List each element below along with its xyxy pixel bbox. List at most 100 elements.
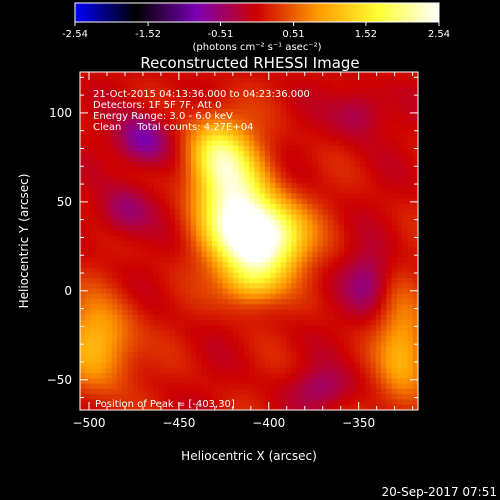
heatmap-cell <box>169 304 176 311</box>
heatmap-cell <box>301 140 308 147</box>
heatmap-cell <box>127 219 134 226</box>
heatmap-cell <box>212 288 218 295</box>
heatmap-cell <box>307 145 313 152</box>
heatmap-cell <box>185 288 192 295</box>
heatmap-cell <box>164 98 171 105</box>
heatmap-cell <box>412 388 418 395</box>
heatmap-cell <box>116 256 123 263</box>
heatmap-cell <box>196 288 203 295</box>
heatmap-cell <box>354 219 361 226</box>
heatmap-cell <box>338 204 345 210</box>
heatmap-cell <box>291 251 298 258</box>
heatmap-cell <box>285 399 292 406</box>
heatmap-cell <box>217 336 224 342</box>
heatmap-cell <box>217 288 224 295</box>
heatmap-cell <box>243 241 250 247</box>
heatmap-cell <box>264 299 271 305</box>
heatmap-cell <box>291 267 298 274</box>
heatmap-cell <box>201 108 208 115</box>
heatmap-cell <box>127 235 134 242</box>
heatmap-cell <box>402 288 409 295</box>
heatmap-cell <box>116 230 123 237</box>
heatmap-cell <box>344 177 350 184</box>
heatmap-cell <box>407 304 414 311</box>
heatmap-cell <box>127 351 134 358</box>
heatmap-cell <box>264 188 271 195</box>
heatmap-cell <box>196 167 203 173</box>
heatmap-cell <box>122 283 129 290</box>
heatmap-cell <box>175 82 181 89</box>
heatmap-cell <box>201 225 208 232</box>
heatmap-cell <box>217 124 224 131</box>
heatmap-cell <box>175 293 181 300</box>
heatmap-cell <box>222 209 229 216</box>
heatmap-cell <box>312 246 319 253</box>
heatmap-cell <box>180 77 187 84</box>
heatmap-cell <box>169 299 176 305</box>
heatmap-cell <box>296 404 303 410</box>
heatmap-cell <box>95 309 102 316</box>
heatmap-cell <box>132 98 139 105</box>
heatmap-cell <box>344 140 350 147</box>
heatmap-cell <box>412 330 418 337</box>
heatmap-cell <box>396 256 403 263</box>
heatmap-cell <box>169 373 176 379</box>
heatmap-cell <box>381 135 387 142</box>
heatmap-cell <box>169 283 176 290</box>
heatmap-cell <box>285 351 292 358</box>
heatmap-cell <box>212 283 218 290</box>
heatmap-cell <box>143 304 150 311</box>
heatmap-cell <box>80 182 86 189</box>
heatmap-cell <box>80 219 86 226</box>
heatmap-cell <box>270 219 277 226</box>
heatmap-cell <box>407 320 414 327</box>
heatmap-cell <box>407 351 414 358</box>
heatmap-cell <box>164 198 171 205</box>
heatmap-cell <box>196 367 203 374</box>
heatmap-cell <box>296 362 303 369</box>
heatmap-cell <box>175 193 181 200</box>
heatmap-cell <box>85 167 92 173</box>
heatmap-cell <box>175 108 181 115</box>
heatmap-cell <box>206 177 213 184</box>
heatmap-cell <box>322 272 329 279</box>
heatmap-cell <box>317 241 324 247</box>
heatmap-cell <box>275 209 282 216</box>
heatmap-cell <box>354 72 361 78</box>
heatmap-cell <box>206 293 213 300</box>
heatmap-cell <box>259 404 266 410</box>
heatmap-cell <box>349 309 356 316</box>
heatmap-cell <box>264 225 271 232</box>
heatmap-cell <box>370 167 377 173</box>
heatmap-cell <box>317 198 324 205</box>
heatmap-cell <box>159 209 166 216</box>
heatmap-cell <box>106 193 113 200</box>
heatmap-cell <box>143 325 150 332</box>
heatmap-cell <box>296 293 303 300</box>
heatmap-cell <box>291 93 298 100</box>
heatmap-cell <box>359 299 366 305</box>
heatmap-cell <box>407 336 414 342</box>
heatmap-cell <box>407 230 414 237</box>
heatmap-cell <box>249 93 255 100</box>
heatmap-cell <box>338 378 345 385</box>
heatmap-cell <box>127 182 134 189</box>
heatmap-cell <box>291 288 298 295</box>
heatmap-cell <box>386 161 393 168</box>
heatmap-cell <box>122 108 129 115</box>
heatmap-cell <box>238 230 245 237</box>
heatmap-cell <box>127 124 134 131</box>
heatmap-cell <box>328 288 335 295</box>
heatmap-cell <box>407 77 414 84</box>
heatmap-cell <box>370 246 377 253</box>
heatmap-cell <box>349 288 356 295</box>
heatmap-cell <box>407 262 414 269</box>
heatmap-cell <box>143 103 150 110</box>
heatmap-cell <box>227 320 234 327</box>
heatmap-cell <box>85 214 92 221</box>
heatmap-cell <box>280 241 287 247</box>
heatmap-cell <box>138 230 144 237</box>
heatmap-cell <box>381 209 387 216</box>
heatmap-cell <box>180 272 187 279</box>
heatmap-cell <box>396 235 403 242</box>
